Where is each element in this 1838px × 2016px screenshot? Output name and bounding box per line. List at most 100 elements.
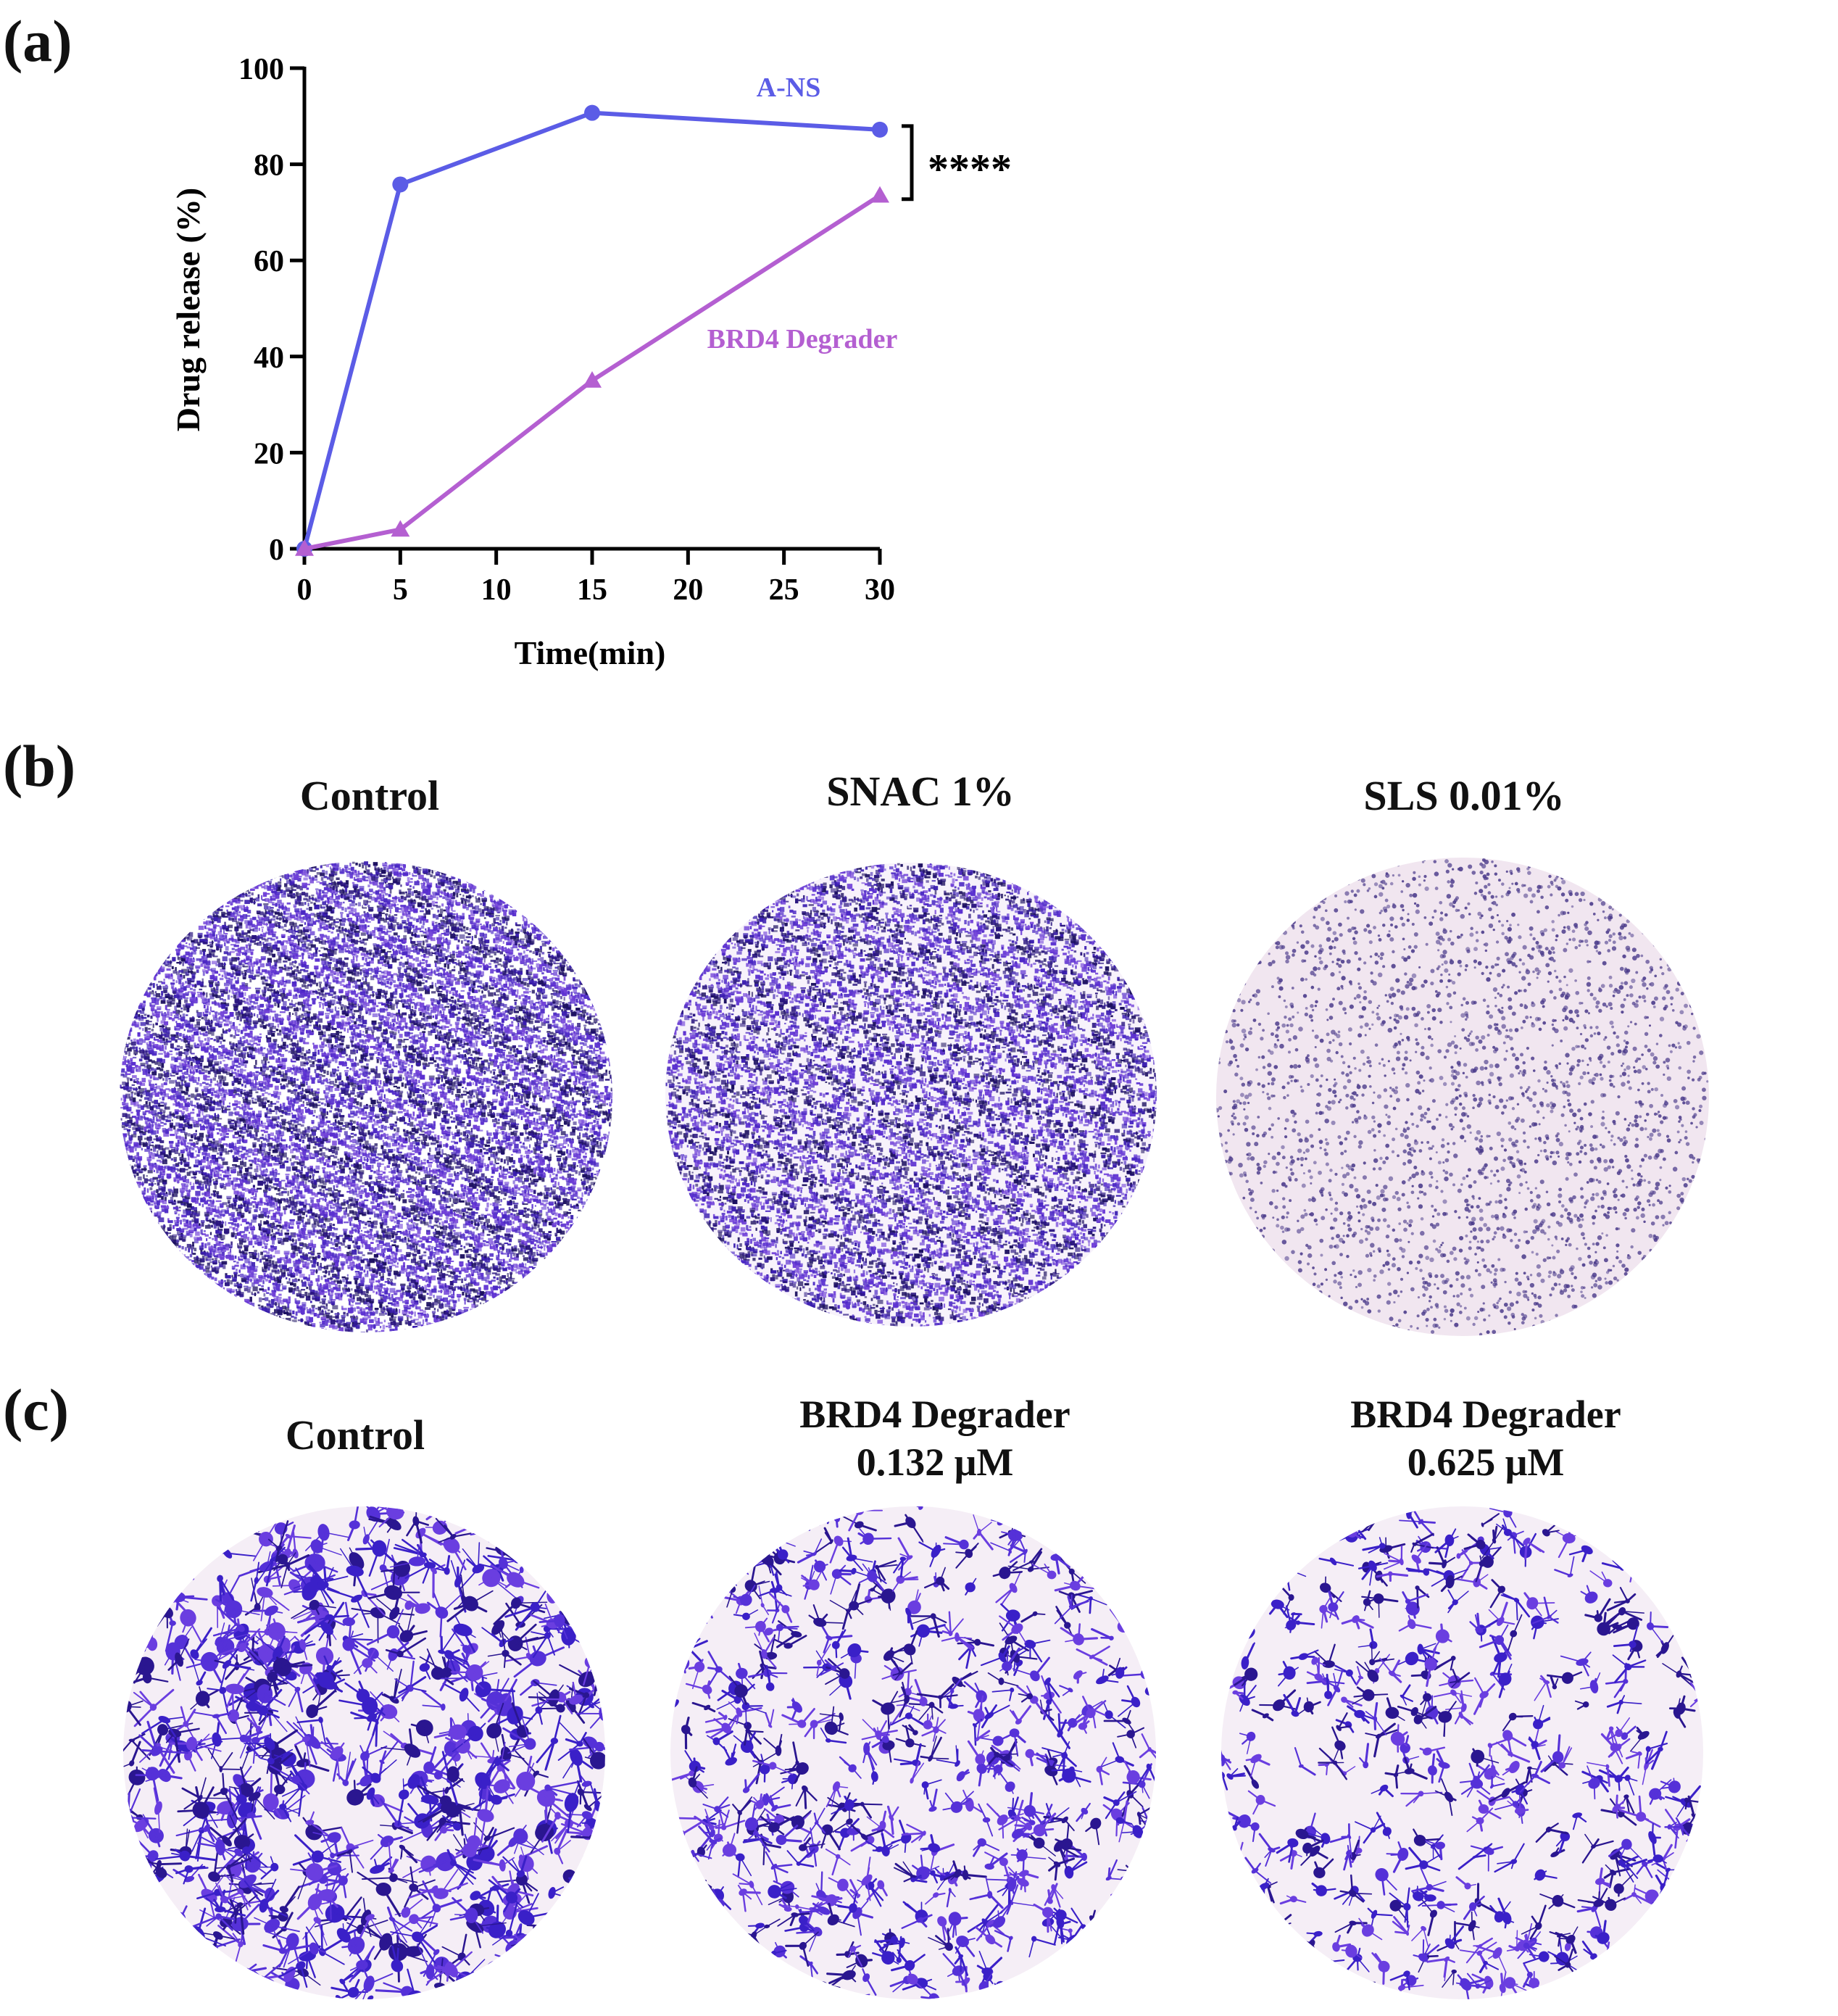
cell-mark xyxy=(142,987,145,992)
cell-mark xyxy=(338,1140,344,1145)
cell-mark xyxy=(187,968,190,973)
cell-mark xyxy=(531,1111,538,1113)
cell-mark xyxy=(146,1256,151,1261)
cell-mark xyxy=(236,862,240,865)
cell-mark xyxy=(574,1033,580,1038)
cell-mark xyxy=(276,1091,282,1095)
cell-mark xyxy=(233,1330,238,1332)
cell-mark xyxy=(423,1201,429,1206)
cell-mark xyxy=(339,1022,344,1026)
cell-mark xyxy=(194,1238,199,1244)
cell-mark xyxy=(299,1151,303,1155)
cell-mark xyxy=(582,1235,587,1237)
cell-mark xyxy=(327,1309,330,1311)
cell-mark xyxy=(436,959,441,964)
cell-mark xyxy=(580,1310,583,1313)
cell-mark xyxy=(295,1311,298,1316)
cell-mark xyxy=(498,987,504,990)
cell-mark xyxy=(151,1303,156,1307)
cell-mark xyxy=(165,1239,170,1242)
cell-mark xyxy=(492,1303,494,1306)
cell-mark xyxy=(581,1232,587,1237)
cell-mark xyxy=(200,1220,205,1223)
cell-mark xyxy=(586,1179,589,1184)
cell-mark xyxy=(367,895,373,900)
cell-mark xyxy=(363,910,366,913)
cell-mark xyxy=(596,895,599,897)
cell-mark xyxy=(484,1176,487,1179)
cell-mark xyxy=(368,1134,373,1140)
cell-mark xyxy=(280,1268,283,1273)
cell-mark xyxy=(155,1311,161,1314)
cell-mark xyxy=(586,883,592,889)
cell-mark xyxy=(369,1217,371,1220)
cell-mark xyxy=(268,1137,274,1140)
cell-mark xyxy=(436,905,441,908)
cell-mark xyxy=(155,1268,158,1273)
cell-mark xyxy=(208,1133,214,1139)
cell-mark xyxy=(382,905,386,910)
cell-mark xyxy=(512,1006,516,1009)
cell-mark xyxy=(264,997,269,1002)
cell-mark xyxy=(474,1243,480,1246)
cell-mark xyxy=(307,1219,311,1222)
cell-mark xyxy=(284,966,290,971)
cell-mark xyxy=(186,1316,192,1320)
cell-mark xyxy=(587,935,593,940)
cell-mark xyxy=(508,1124,513,1127)
cell-mark xyxy=(127,1192,129,1196)
cell-mark xyxy=(153,1242,156,1245)
cell-mark xyxy=(491,1024,494,1026)
cell-mark xyxy=(251,1262,256,1267)
cell-mark xyxy=(523,932,530,934)
cell-mark xyxy=(299,1008,302,1011)
cell-mark xyxy=(575,955,580,959)
cell-mark xyxy=(241,1000,246,1003)
cell-mark xyxy=(340,1024,344,1030)
cell-mark xyxy=(438,1222,441,1225)
cell-mark xyxy=(375,1269,379,1274)
cell-mark xyxy=(590,1006,593,1010)
cell-mark xyxy=(463,1040,465,1045)
cell-mark xyxy=(153,913,158,917)
cell-mark xyxy=(251,1149,255,1152)
cell-mark xyxy=(166,887,172,891)
cell-mark xyxy=(406,1222,409,1225)
cell-mark xyxy=(149,1219,154,1223)
cell-mark xyxy=(419,1287,425,1291)
cell-mark xyxy=(469,928,472,932)
cell-mark xyxy=(312,878,318,881)
cell-mark xyxy=(350,1132,354,1135)
cell-mark xyxy=(414,1322,418,1325)
cell-mark xyxy=(153,1230,159,1236)
cell-mark xyxy=(429,1303,434,1308)
panel-b-title-snac: SNAC 1% xyxy=(775,767,1065,816)
cell-mark xyxy=(382,1284,386,1286)
cell-mark xyxy=(428,1208,435,1212)
cell-mark xyxy=(536,871,539,876)
cell-mark xyxy=(376,1079,379,1084)
cell-mark xyxy=(323,977,326,982)
cell-mark xyxy=(129,952,132,957)
cell-mark xyxy=(541,1299,547,1302)
cell-mark xyxy=(151,969,154,972)
cell-mark xyxy=(502,909,507,912)
cell-mark xyxy=(365,1293,368,1298)
cell-mark xyxy=(574,994,580,998)
cell-mark xyxy=(587,987,590,992)
cell-mark xyxy=(589,862,591,866)
cell-mark xyxy=(240,1090,243,1094)
cell-mark xyxy=(514,981,517,986)
cell-mark xyxy=(338,958,342,961)
cell-mark xyxy=(181,1214,187,1218)
cell-mark xyxy=(528,918,535,921)
cell-mark xyxy=(155,1207,159,1209)
cell-mark xyxy=(310,944,316,948)
cell-mark xyxy=(426,1293,429,1295)
cell-mark xyxy=(182,1013,186,1019)
cell-mark xyxy=(302,1040,306,1044)
cell-mark xyxy=(338,1113,341,1117)
cell-mark xyxy=(567,1236,570,1239)
cell-mark xyxy=(339,889,345,894)
cell-mark xyxy=(496,1311,499,1313)
